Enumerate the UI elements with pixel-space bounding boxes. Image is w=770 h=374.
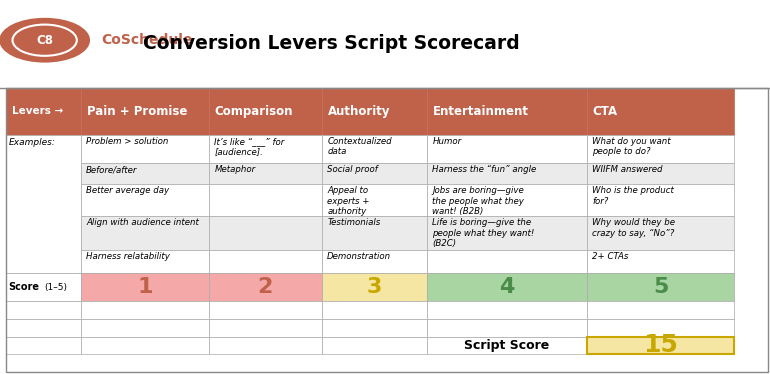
Text: Demonstration: Demonstration — [327, 252, 391, 261]
Bar — [427, 301, 587, 319]
Text: Pain + Promise: Pain + Promise — [86, 105, 187, 118]
Bar — [427, 273, 587, 301]
Bar — [81, 163, 209, 184]
Bar — [322, 135, 427, 163]
Bar — [6, 88, 81, 135]
Text: CTA: CTA — [593, 105, 618, 118]
Bar — [209, 273, 322, 301]
Bar — [6, 319, 81, 337]
Bar — [6, 337, 81, 354]
Bar — [209, 88, 322, 135]
Text: Before/after: Before/after — [86, 165, 138, 174]
Text: Testimonials: Testimonials — [327, 218, 380, 227]
Text: Harness relatability: Harness relatability — [86, 252, 170, 261]
Bar — [587, 184, 734, 216]
Bar — [427, 337, 587, 354]
Bar — [587, 163, 734, 184]
Text: Jobs are boring—give
the people what they
want! (B2B): Jobs are boring—give the people what the… — [432, 186, 524, 216]
Bar — [587, 88, 734, 135]
Text: Problem > solution: Problem > solution — [86, 137, 169, 146]
Bar — [322, 250, 427, 273]
Bar — [322, 216, 427, 250]
Bar — [587, 319, 734, 337]
Bar — [81, 135, 209, 163]
Text: Better average day: Better average day — [86, 186, 169, 195]
Bar — [209, 184, 322, 216]
Text: 4: 4 — [499, 277, 514, 297]
Bar — [587, 216, 734, 250]
Bar — [587, 273, 734, 301]
Bar — [427, 216, 587, 250]
Text: Harness the “fun” angle: Harness the “fun” angle — [432, 165, 537, 174]
Bar — [209, 135, 322, 163]
Text: Authority: Authority — [327, 105, 390, 118]
Text: Conversion Levers Script Scorecard: Conversion Levers Script Scorecard — [142, 34, 520, 53]
Bar — [322, 301, 427, 319]
Bar — [322, 88, 427, 135]
Bar — [322, 184, 427, 216]
Bar — [81, 216, 209, 250]
Text: It’s like “___” for
[audience].: It’s like “___” for [audience]. — [214, 137, 285, 156]
Bar — [0, 0, 770, 88]
Bar — [81, 301, 209, 319]
Text: 3: 3 — [367, 277, 382, 297]
Bar — [322, 337, 427, 354]
Text: Appeal to
experts +
authority: Appeal to experts + authority — [327, 186, 370, 216]
Text: Entertainment: Entertainment — [433, 105, 529, 118]
Text: WIIFM answered: WIIFM answered — [592, 165, 663, 174]
Bar — [81, 273, 209, 301]
Text: CoSchedule: CoSchedule — [101, 33, 192, 47]
Bar — [209, 216, 322, 250]
Text: Comparison: Comparison — [215, 105, 293, 118]
Bar — [587, 337, 734, 354]
Text: What do you want
people to do?: What do you want people to do? — [592, 137, 671, 156]
Bar — [209, 163, 322, 184]
Text: Contextualized
data: Contextualized data — [327, 137, 392, 156]
Bar — [81, 337, 209, 354]
Bar — [6, 135, 81, 273]
Text: Script Score: Script Score — [464, 339, 550, 352]
Bar — [322, 163, 427, 184]
Bar — [81, 88, 209, 135]
Bar — [587, 250, 734, 273]
Bar — [209, 250, 322, 273]
Text: Why would they be
crazy to say, “No”?: Why would they be crazy to say, “No”? — [592, 218, 675, 238]
Text: Life is boring—give the
people what they want!
(B2C): Life is boring—give the people what they… — [432, 218, 534, 248]
Text: Levers →: Levers → — [12, 106, 63, 116]
Text: 2+ CTAs: 2+ CTAs — [592, 252, 629, 261]
Text: Metaphor: Metaphor — [214, 165, 256, 174]
Bar — [209, 319, 322, 337]
Text: 1: 1 — [137, 277, 152, 297]
Text: 15: 15 — [643, 333, 678, 358]
Text: 5: 5 — [653, 277, 668, 297]
Text: Social proof: Social proof — [327, 165, 378, 174]
Bar — [209, 337, 322, 354]
Bar — [81, 319, 209, 337]
Bar — [81, 184, 209, 216]
Bar — [427, 319, 587, 337]
Bar — [322, 319, 427, 337]
Text: (1–5): (1–5) — [45, 283, 68, 292]
Text: C8: C8 — [36, 34, 53, 47]
Bar — [81, 250, 209, 273]
Bar — [427, 135, 587, 163]
Bar — [587, 135, 734, 163]
Text: Align with audience intent: Align with audience intent — [86, 218, 199, 227]
Bar — [427, 88, 587, 135]
Bar — [587, 301, 734, 319]
Text: 2: 2 — [258, 277, 273, 297]
Bar — [427, 250, 587, 273]
Bar — [6, 301, 81, 319]
Circle shape — [0, 18, 89, 62]
Bar — [6, 273, 81, 301]
Text: Examples:: Examples: — [9, 138, 56, 147]
Bar — [322, 273, 427, 301]
Bar — [209, 301, 322, 319]
Text: Score: Score — [8, 282, 39, 292]
Text: Humor: Humor — [432, 137, 461, 146]
Bar — [427, 184, 587, 216]
Text: Who is the product
for?: Who is the product for? — [592, 186, 675, 206]
Bar — [6, 88, 768, 372]
Bar — [427, 163, 587, 184]
